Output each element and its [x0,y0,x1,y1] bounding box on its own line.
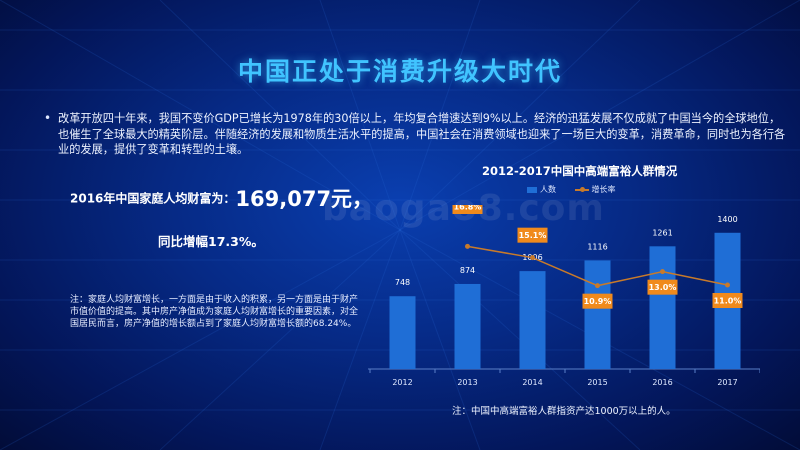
x-tick-label-2013: 2013 [457,378,477,387]
bar-label-2017: 1400 [717,215,737,224]
bar-2012 [389,296,416,369]
growth-label-box-2015 [582,293,613,309]
bar-label-2012: 748 [395,278,410,287]
wealth-stat-label: 2016年中国家庭人均财富为： [70,191,236,206]
chart-title: 2012-2017中国中高端富裕人群情况 [482,164,678,178]
legend-item-growth: 增长率 [574,184,616,195]
bar-label-2013: 874 [460,266,475,275]
growth-label-box-2017 [712,293,743,308]
legend-label-growth: 增长率 [591,185,616,194]
growth-label-box-2014 [517,227,548,243]
growth-point-2017 [725,282,730,288]
x-tick-label-2017: 2017 [717,378,737,387]
growth-point-2016 [660,269,665,275]
legend-item-count: 人数 [527,184,556,195]
bar-2014 [519,271,546,369]
intro-bullet: • 改革开放四十年来，我国不变价GDP已增长为1978年的30倍以上，年均复合增… [44,111,786,158]
x-tick-label-2014: 2014 [522,378,542,387]
bar-label-2016: 1261 [652,228,672,237]
wealth-stat: 2016年中国家庭人均财富为：169,077元， [70,183,374,213]
growth-label-box-2013 [452,205,483,214]
legend-bar-swatch [527,186,537,193]
growth-point-2014 [530,255,535,261]
bar-2016 [649,246,676,369]
legend-label-count: 人数 [540,185,556,194]
x-tick-label-2015: 2015 [587,378,607,387]
page-title: 中国正处于消费升级大时代 [237,57,562,86]
growth-label-box-2016 [647,279,678,295]
intro-text: 改革开放四十年来，我国不变价GDP已增长为1978年的30倍以上，年均复合增速达… [58,112,786,156]
growth-label-2013: 16.8% [454,205,482,212]
growth-label-2014: 15.1% [519,231,547,240]
wealth-stat-value: 169,077元， [235,187,374,211]
bar-2013 [454,283,481,369]
legend-line-swatch [574,186,589,192]
bullet-dot: • [44,111,52,125]
x-tick-label-2012: 2012 [392,378,412,387]
x-tick-label-2016: 2016 [652,378,672,387]
chart-legend: 人数 增长率 [527,184,632,195]
left-footnote: 注：家庭人均财富增长，一方面是由于收入的积累，另一方面是由于财产市值价值的提高。… [70,295,359,330]
yoy-growth-text: 同比增幅17.3%。 [158,234,264,249]
growth-point-2015 [595,283,600,289]
bar-label-2015: 1116 [587,242,607,251]
chart-footnote: 注：中国中高端富裕人群指资产达1000万以上的人。 [452,406,676,417]
bar-2015 [584,260,611,369]
growth-label-2016: 13.0% [649,283,677,292]
growth-label-2017: 11.0% [714,297,742,306]
growth-label-2015: 10.9% [584,297,612,306]
combo-chart: 7482012874201310062014111620151261201614… [368,205,760,387]
growth-point-2013 [465,243,470,249]
